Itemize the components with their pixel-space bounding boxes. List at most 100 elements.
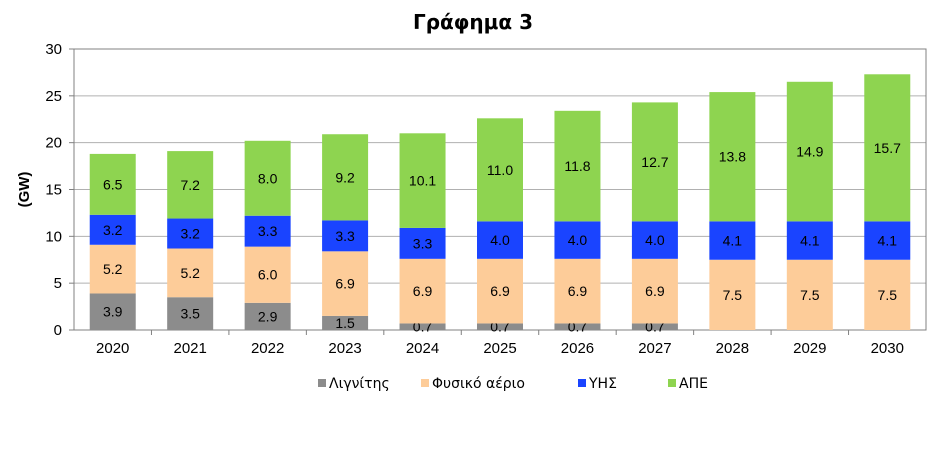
data-label: 2.9 xyxy=(258,308,278,324)
bar-segment-2027-0 xyxy=(631,323,678,330)
legend-swatch xyxy=(578,379,586,387)
bar-segment-2020-3 xyxy=(89,153,136,215)
x-tick-label: 2030 xyxy=(871,340,904,357)
legend-label: Φυσικό αέριο xyxy=(432,376,525,392)
y-tick-label: 15 xyxy=(45,182,62,199)
legend-swatch xyxy=(318,379,326,387)
bar-segment-2026-1 xyxy=(554,258,601,324)
bar-segment-2020-0 xyxy=(89,293,136,330)
bar-segment-2026-3 xyxy=(554,110,601,222)
bar-segment-2028-3 xyxy=(709,92,756,222)
bar-segment-2025-0 xyxy=(477,323,523,330)
bar-segment-2021-2 xyxy=(167,218,214,249)
y-tick-label: 25 xyxy=(45,88,62,105)
y-tick-label: 20 xyxy=(45,135,62,152)
bar-segment-2022-1 xyxy=(244,246,291,303)
data-label: 3.2 xyxy=(180,226,200,242)
data-label: 7.2 xyxy=(180,177,200,193)
x-tick-label: 2028 xyxy=(716,340,749,357)
x-tick-label: 2026 xyxy=(561,340,594,357)
x-tick-label: 2024 xyxy=(406,340,439,357)
bar-segment-2024-0 xyxy=(399,323,446,330)
x-tick-label: 2027 xyxy=(638,340,671,357)
bar-segment-2030-1 xyxy=(864,259,911,330)
data-label: 6.0 xyxy=(258,267,278,283)
bar-segment-2020-1 xyxy=(89,244,136,294)
bar-segment-2025-1 xyxy=(477,258,523,324)
x-tick-label: 2020 xyxy=(96,340,129,357)
bar-segment-2030-3 xyxy=(864,74,911,222)
data-label: 1.5 xyxy=(335,315,355,331)
bar-segment-2030-2 xyxy=(864,221,911,260)
y-tick-label: 0 xyxy=(54,322,62,339)
data-label: 5.2 xyxy=(103,261,123,277)
bar-segment-2029-3 xyxy=(786,81,833,222)
data-label: 4.1 xyxy=(800,233,820,249)
bar-segment-2023-2 xyxy=(322,220,369,252)
x-tick-label: 2022 xyxy=(251,340,284,357)
data-label: 3.5 xyxy=(180,306,200,322)
data-label: 6.9 xyxy=(413,283,433,299)
data-label: 3.3 xyxy=(413,235,433,251)
data-label: 14.9 xyxy=(796,144,823,160)
bar-segment-2021-0 xyxy=(167,297,214,330)
data-label: 12.7 xyxy=(641,154,668,170)
bar-segment-2024-3 xyxy=(399,133,446,228)
y-tick-label: 30 xyxy=(45,41,62,58)
data-label: 3.9 xyxy=(103,304,123,320)
y-axis-label: (GW) xyxy=(16,172,33,208)
data-label: 13.8 xyxy=(719,149,746,165)
bar-segment-2029-2 xyxy=(786,221,833,260)
legend-swatch xyxy=(668,379,676,387)
bar-segment-2020-2 xyxy=(89,214,136,245)
legend-swatch xyxy=(421,379,429,387)
bar-segment-2023-1 xyxy=(322,251,369,316)
data-label: 3.3 xyxy=(335,228,355,244)
bar-segment-2026-0 xyxy=(554,323,601,330)
bar-segment-2027-1 xyxy=(631,258,678,324)
data-label: 11.0 xyxy=(487,162,513,178)
x-tick-label: 2029 xyxy=(793,340,826,357)
legend-label: ΥΗΣ xyxy=(588,376,617,392)
data-label: 11.8 xyxy=(564,158,590,174)
data-label: 8.0 xyxy=(258,170,278,186)
data-label: 4.1 xyxy=(878,233,898,249)
bar-segment-2028-2 xyxy=(709,221,756,260)
bar-segment-2029-1 xyxy=(786,259,833,330)
data-label: 7.5 xyxy=(878,287,898,303)
bar-segment-2021-3 xyxy=(167,151,214,219)
bar-segment-2025-3 xyxy=(477,118,523,222)
bar-segment-2024-1 xyxy=(399,258,446,324)
data-label: 10.1 xyxy=(409,173,436,189)
bar-segment-2027-3 xyxy=(631,102,678,222)
bar-segment-2022-0 xyxy=(244,302,291,330)
data-label: 6.9 xyxy=(568,283,588,299)
data-label: 5.2 xyxy=(180,265,200,281)
bar-segment-2022-2 xyxy=(244,215,291,247)
data-label: 4.0 xyxy=(568,232,588,248)
data-label: 7.5 xyxy=(723,287,743,303)
data-label: 9.2 xyxy=(335,169,355,185)
x-tick-label: 2025 xyxy=(483,340,516,357)
data-label: 3.3 xyxy=(258,223,278,239)
y-tick-label: 5 xyxy=(54,275,62,292)
bar-segment-2022-3 xyxy=(244,140,291,216)
bar-segment-2023-3 xyxy=(322,134,369,221)
data-label: 15.7 xyxy=(874,140,901,156)
bar-segment-2023-0 xyxy=(322,315,369,330)
data-label: 6.9 xyxy=(335,276,355,292)
bar-segment-2025-2 xyxy=(477,221,523,259)
bar-segment-2026-2 xyxy=(554,221,601,259)
data-label: 6.5 xyxy=(103,176,123,192)
data-label: 6.9 xyxy=(490,283,510,299)
bar-segment-2028-1 xyxy=(709,259,756,330)
bar-segment-2024-2 xyxy=(399,227,446,259)
bar-segment-2021-1 xyxy=(167,248,214,298)
data-label: 4.0 xyxy=(645,232,665,248)
legend-label: ΑΠΕ xyxy=(679,376,708,392)
data-label: 4.1 xyxy=(723,233,743,249)
y-tick-label: 10 xyxy=(45,228,62,245)
bar-segment-2027-2 xyxy=(631,221,678,259)
